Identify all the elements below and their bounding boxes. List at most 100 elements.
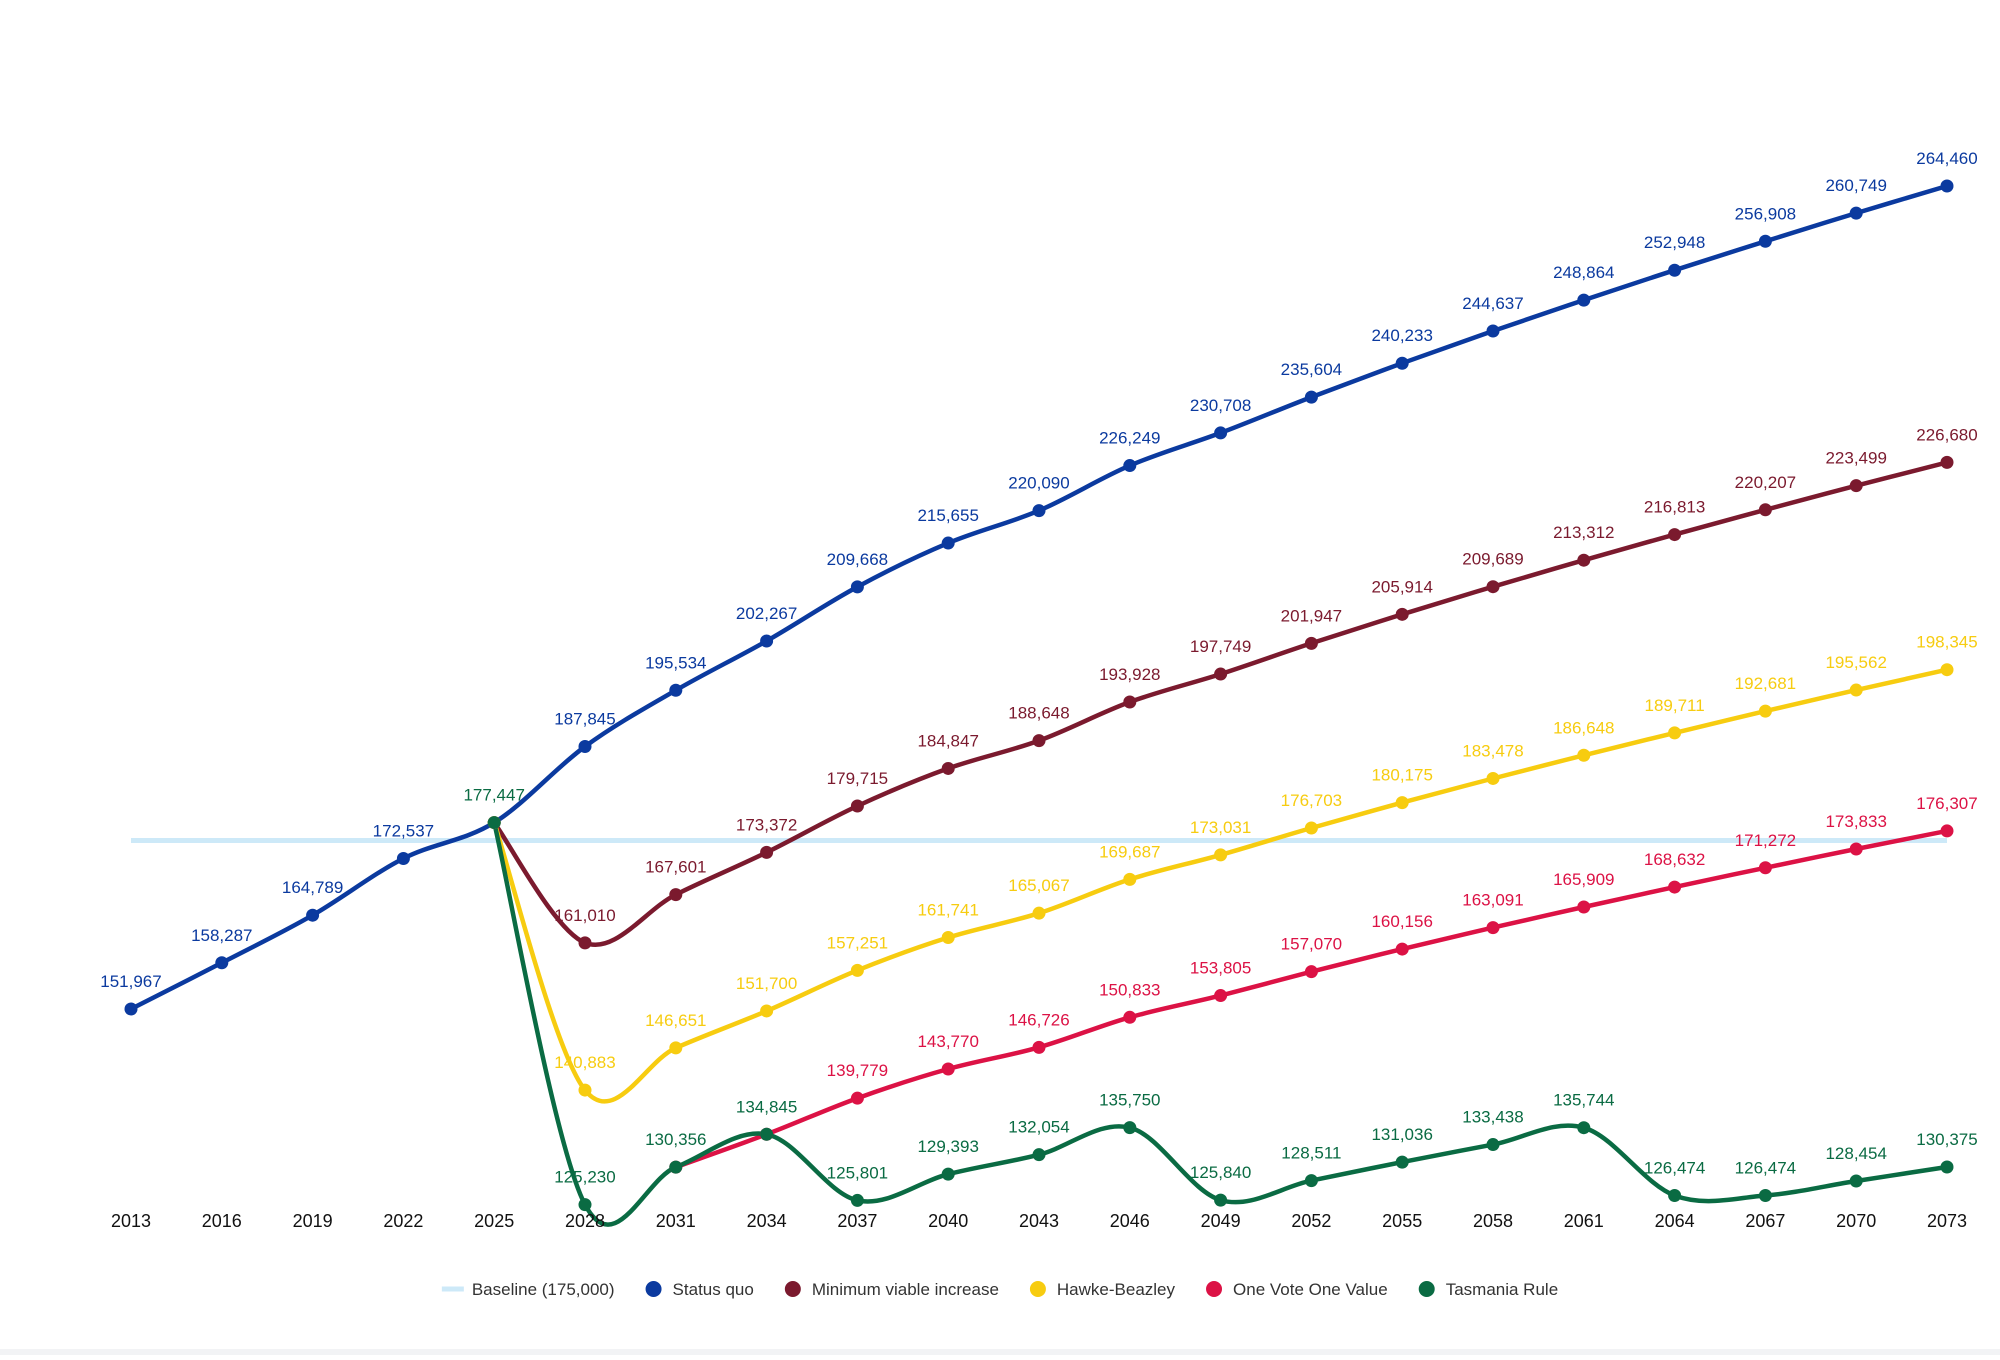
data-label-status-quo: 195,534 xyxy=(645,653,706,672)
data-point-status-quo xyxy=(1032,504,1046,518)
data-point-minimum-viable-increase xyxy=(1758,503,1772,517)
data-label-one-vote-one-value: 171,272 xyxy=(1735,831,1796,850)
x-tick-label: 2034 xyxy=(747,1211,787,1231)
data-label-hawke-beazley: 169,687 xyxy=(1099,842,1160,861)
data-label-tasmania-rule: 133,438 xyxy=(1462,1108,1523,1127)
data-label-hawke-beazley: 157,251 xyxy=(827,933,888,952)
data-point-tasmania-rule xyxy=(1123,1121,1137,1135)
data-label-tasmania-rule: 125,801 xyxy=(827,1163,888,1182)
data-point-status-quo xyxy=(1940,179,1954,193)
data-label-status-quo: 248,864 xyxy=(1553,263,1614,282)
data-label-status-quo: 260,749 xyxy=(1825,176,1886,195)
data-point-one-vote-one-value xyxy=(1214,989,1228,1003)
legend-label: Minimum viable increase xyxy=(812,1280,999,1299)
data-point-one-vote-one-value xyxy=(1577,900,1591,914)
data-point-status-quo xyxy=(1758,234,1772,248)
data-point-tasmania-rule xyxy=(1214,1193,1228,1207)
legend-marker xyxy=(1418,1281,1435,1297)
series-points xyxy=(124,179,1954,1212)
data-label-tasmania-rule: 128,511 xyxy=(1281,1144,1341,1163)
data-label-hawke-beazley: 180,175 xyxy=(1371,766,1432,785)
data-label-tasmania-rule: 132,054 xyxy=(1008,1118,1069,1137)
data-point-tasmania-rule xyxy=(1395,1155,1409,1169)
x-tick-label: 2043 xyxy=(1019,1211,1059,1231)
data-point-status-quo xyxy=(760,634,774,648)
data-point-minimum-viable-increase xyxy=(1214,667,1228,681)
data-point-hawke-beazley xyxy=(1123,872,1137,886)
data-label-minimum-viable-increase: 167,601 xyxy=(645,858,706,877)
data-point-tasmania-rule xyxy=(487,816,501,830)
data-point-status-quo xyxy=(1304,390,1318,404)
data-label-minimum-viable-increase: 179,715 xyxy=(827,769,888,788)
data-point-hawke-beazley xyxy=(760,1004,774,1018)
data-label-status-quo: 252,948 xyxy=(1644,233,1705,252)
data-point-one-vote-one-value xyxy=(1668,880,1682,894)
data-point-tasmania-rule xyxy=(669,1160,683,1174)
x-tick-label: 2040 xyxy=(928,1211,968,1231)
legend-label: One Vote One Value xyxy=(1233,1280,1388,1299)
data-label-minimum-viable-increase: 173,372 xyxy=(736,815,797,834)
data-point-one-vote-one-value xyxy=(850,1091,864,1105)
legend-item-baseline-175-000-: Baseline (175,000) xyxy=(441,1280,615,1299)
data-point-hawke-beazley xyxy=(1214,848,1228,862)
data-point-tasmania-rule xyxy=(1668,1189,1682,1203)
data-label-status-quo: 226,249 xyxy=(1099,429,1160,448)
data-label-minimum-viable-increase: 197,749 xyxy=(1190,637,1251,656)
data-point-one-vote-one-value xyxy=(941,1062,955,1076)
data-point-one-vote-one-value xyxy=(1486,921,1500,935)
data-label-tasmania-rule: 131,036 xyxy=(1371,1125,1432,1144)
data-point-hawke-beazley xyxy=(941,930,955,944)
data-label-minimum-viable-increase: 223,499 xyxy=(1825,449,1886,468)
data-label-status-quo: 172,537 xyxy=(373,822,434,841)
data-label-tasmania-rule: 129,393 xyxy=(917,1137,978,1156)
data-label-status-quo: 164,789 xyxy=(282,878,343,897)
data-point-minimum-viable-increase xyxy=(1395,607,1409,621)
data-label-status-quo: 158,287 xyxy=(191,926,252,945)
data-label-status-quo: 220,090 xyxy=(1008,474,1069,493)
data-label-one-vote-one-value: 168,632 xyxy=(1644,850,1705,869)
x-tick-label: 2037 xyxy=(837,1211,877,1231)
data-label-minimum-viable-increase: 213,312 xyxy=(1553,523,1614,542)
legend-item-one-vote-one-value: One Vote One Value xyxy=(1206,1280,1388,1299)
legend-marker xyxy=(784,1281,801,1297)
data-point-hawke-beazley xyxy=(669,1041,683,1055)
data-point-minimum-viable-increase xyxy=(1032,734,1046,748)
data-point-hawke-beazley xyxy=(1849,683,1863,697)
data-point-tasmania-rule xyxy=(850,1193,864,1207)
legend-marker xyxy=(1029,1281,1046,1297)
data-point-minimum-viable-increase xyxy=(1486,580,1500,594)
data-label-status-quo: 151,967 xyxy=(100,972,161,991)
data-label-tasmania-rule: 125,840 xyxy=(1190,1163,1251,1182)
data-point-status-quo xyxy=(1395,356,1409,370)
data-point-tasmania-rule xyxy=(1849,1174,1863,1188)
data-label-status-quo: 244,637 xyxy=(1462,294,1523,313)
data-point-hawke-beazley xyxy=(1486,771,1500,785)
data-point-status-quo xyxy=(1668,263,1682,277)
data-label-minimum-viable-increase: 209,689 xyxy=(1462,550,1523,569)
data-point-status-quo xyxy=(669,683,683,697)
data-label-tasmania-rule: 126,474 xyxy=(1644,1159,1705,1178)
data-point-status-quo xyxy=(215,956,229,970)
data-label-one-vote-one-value: 173,833 xyxy=(1825,812,1886,831)
series-line-one-vote-one-value xyxy=(673,828,1950,1170)
data-label-tasmania-rule: 130,356 xyxy=(645,1130,706,1149)
data-point-minimum-viable-increase xyxy=(1849,479,1863,493)
data-point-status-quo xyxy=(1486,324,1500,338)
series-line-minimum-viable-increase xyxy=(491,460,1950,947)
data-label-one-vote-one-value: 150,833 xyxy=(1099,980,1160,999)
bottom-divider xyxy=(0,1349,2000,1355)
data-label-tasmania-rule: 130,375 xyxy=(1916,1130,1977,1149)
series-line-status-quo xyxy=(128,183,1950,1012)
data-label-hawke-beazley: 176,703 xyxy=(1281,791,1342,810)
data-point-tasmania-rule xyxy=(1940,1160,1954,1174)
x-tick-label: 2019 xyxy=(293,1211,333,1231)
data-label-hawke-beazley: 161,741 xyxy=(917,900,978,919)
data-label-minimum-viable-increase: 226,680 xyxy=(1916,425,1977,444)
x-tick-label: 2025 xyxy=(474,1211,514,1231)
data-point-hawke-beazley xyxy=(578,1083,592,1097)
legend: Baseline (175,000) Status quo Minimum viab… xyxy=(441,1280,1558,1299)
x-tick-label: 2073 xyxy=(1927,1211,1967,1231)
data-point-status-quo xyxy=(396,852,410,866)
data-label-minimum-viable-increase: 161,010 xyxy=(554,906,615,925)
x-tick-label: 2046 xyxy=(1110,1211,1150,1231)
